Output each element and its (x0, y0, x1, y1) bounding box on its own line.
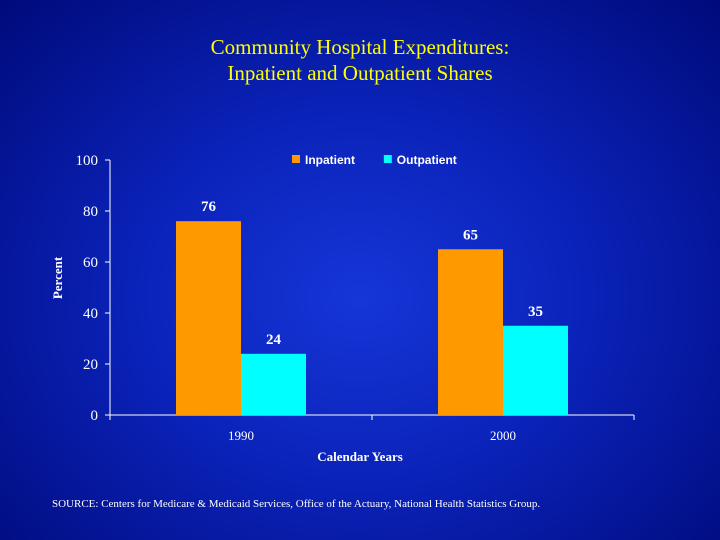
data-label-outpatient-1990: 24 (266, 332, 282, 348)
legend-swatch-inpatient (292, 155, 300, 163)
data-label-outpatient-2000: 35 (528, 304, 543, 320)
x-tick-label: 1990 (228, 428, 254, 443)
bar-inpatient-1990 (176, 221, 241, 415)
x-tick-label: 2000 (490, 428, 516, 443)
legend-swatch-outpatient (383, 155, 392, 163)
y-tick-label: 60 (83, 255, 98, 271)
chart-title-line-1: Community Hospital Expenditures: (210, 35, 510, 59)
y-axis-title: Percent (50, 256, 65, 299)
legend-label-outpatient: Outpatient (397, 153, 457, 167)
data-label-inpatient-2000: 65 (463, 227, 478, 243)
chart-title-line-2: Inpatient and Outpatient Shares (227, 61, 493, 85)
bar-outpatient-1990 (241, 353, 306, 415)
source-note: SOURCE: Centers for Medicare & Medicaid … (52, 498, 541, 510)
y-tick-label: 40 (83, 306, 98, 322)
y-tick-label: 20 (83, 357, 98, 373)
x-axis-title: Calendar Years (317, 449, 403, 464)
bar-inpatient-2000 (438, 249, 503, 415)
data-label-inpatient-1990: 76 (201, 199, 217, 215)
chart-title: Community Hospital Expenditures: Inpatie… (0, 34, 720, 86)
y-tick-label: 0 (91, 408, 99, 424)
legend-label-inpatient: Inpatient (305, 153, 355, 167)
bar-outpatient-2000 (503, 325, 568, 415)
y-tick-label: 80 (83, 204, 98, 220)
y-tick-label: 100 (76, 153, 99, 169)
